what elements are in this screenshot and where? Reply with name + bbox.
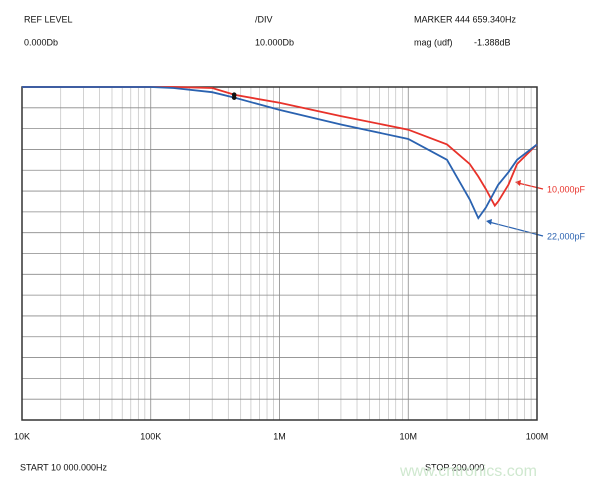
arrow-head [515,180,521,186]
legend-label: 10,000pF [547,184,586,194]
start-freq: START 10 000.000Hz [20,462,108,472]
x-tick-label: 100M [526,431,549,441]
series-line [22,86,538,208]
series-line [22,86,538,220]
mag-value: -1.388dB [474,37,511,47]
stop-freq: STOP 200.000 [425,462,484,472]
x-tick-label: 1M [273,431,286,441]
ref-level-label: REF LEVEL [24,14,73,24]
arrow-head [486,219,492,225]
marker-dot [231,95,237,100]
label-arrow [517,182,544,190]
ref-level: 0.000Db [24,37,58,47]
x-tick-label: 10M [399,431,417,441]
legend-label: 22,000pF [547,231,586,241]
div-label: /DIV [255,14,273,24]
mag-label: mag (udf) [414,37,453,47]
x-tick-label: 100K [140,431,161,441]
label-arrow [488,221,544,237]
watermark: www.cntronics.com [399,463,537,480]
marker-readout: MARKER 444 659.340Hz [414,14,517,24]
x-tick-label: 10K [14,431,30,441]
plot-frame [21,86,538,421]
div-value: 10.000Db [255,37,294,47]
